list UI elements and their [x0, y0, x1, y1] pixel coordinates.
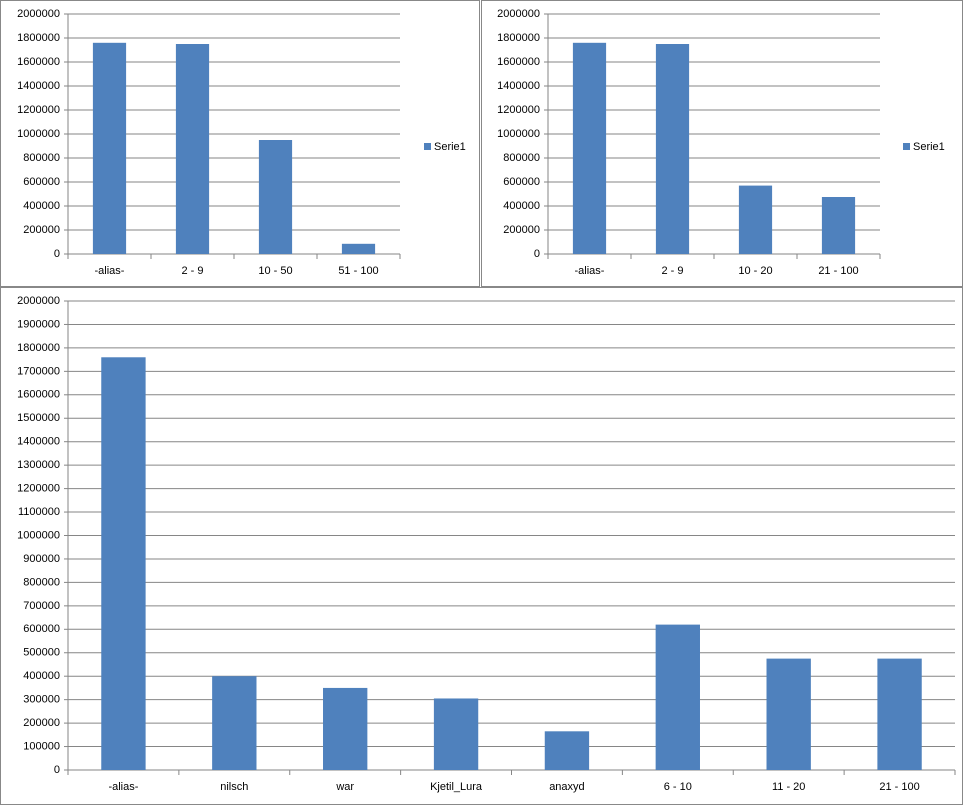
bar [323, 687, 368, 770]
y-tick-label: 1800000 [17, 342, 60, 354]
bar [433, 698, 479, 770]
y-tick-label: 1400000 [497, 80, 540, 92]
x-tick-label: 51 - 100 [338, 265, 378, 277]
x-tick-label: -alias- [575, 265, 605, 277]
legend-label: Serie1 [913, 141, 945, 153]
legend-swatch [424, 143, 431, 150]
y-tick-label: 1900000 [17, 318, 60, 330]
y-tick-label: 2000000 [17, 8, 60, 20]
x-tick-label: 21 - 100 [879, 781, 919, 793]
bar [175, 44, 210, 254]
y-tick-label: 2000000 [497, 8, 540, 20]
y-tick-label: 1600000 [17, 56, 60, 68]
y-tick-label: 0 [54, 764, 60, 776]
y-tick-label: 1200000 [17, 104, 60, 116]
x-tick-label: 2 - 9 [181, 265, 203, 277]
y-tick-label: 500000 [23, 647, 60, 659]
chart-border [0, 0, 480, 287]
bar [258, 140, 293, 254]
y-tick-label: 0 [534, 248, 540, 260]
y-tick-label: 1400000 [17, 80, 60, 92]
x-tick-label: -alias- [95, 265, 125, 277]
y-tick-label: 1700000 [17, 365, 60, 377]
bar [572, 42, 607, 254]
bar [101, 357, 146, 770]
y-tick-label: 1200000 [17, 483, 60, 495]
bar [544, 731, 590, 770]
y-tick-label: 300000 [23, 694, 60, 706]
y-tick-label: 2000000 [17, 295, 60, 307]
chart: 0 200000 400000 600000 800000 1000000 1200000 1… [481, 0, 963, 287]
x-tick-label: 10 - 50 [258, 265, 292, 277]
bar [738, 185, 773, 254]
y-tick-label: 800000 [503, 152, 540, 164]
bar [341, 243, 376, 254]
y-tick-label: 1000000 [17, 529, 60, 541]
y-tick-label: 1000000 [497, 128, 540, 140]
y-tick-label: 800000 [23, 576, 60, 588]
y-tick-label: 600000 [503, 176, 540, 188]
chart: 0 200000 400000 600000 800000 1000000 1200000 1… [0, 0, 480, 287]
bar [821, 197, 856, 254]
y-tick-label: 100000 [23, 740, 60, 752]
bar [766, 658, 811, 770]
y-tick-label: 1100000 [18, 506, 60, 518]
y-tick-label: 400000 [23, 670, 60, 682]
y-tick-label: 400000 [23, 200, 60, 212]
bar [212, 676, 257, 770]
y-tick-label: 1600000 [17, 389, 60, 401]
bar [877, 658, 922, 770]
y-tick-label: 1300000 [17, 459, 60, 471]
chart-border [481, 0, 963, 287]
x-tick-label: 21 - 100 [818, 265, 858, 277]
y-tick-label: 200000 [23, 717, 60, 729]
y-tick-label: 0 [54, 248, 60, 260]
x-tick-label: nilsch [220, 781, 248, 793]
bar [655, 44, 690, 254]
y-tick-label: 1400000 [17, 436, 60, 448]
y-tick-label: 1000000 [17, 128, 60, 140]
legend-label: Serie1 [434, 141, 466, 153]
y-tick-label: 1600000 [497, 56, 540, 68]
chart: 0 100000 200000 300000 400000 500000 600000 700… [0, 287, 963, 805]
y-tick-label: 700000 [23, 600, 60, 612]
y-tick-label: 200000 [503, 224, 540, 236]
x-tick-label: Kjetil_Lura [430, 781, 483, 793]
y-tick-label: 200000 [23, 224, 60, 236]
y-tick-label: 1200000 [497, 104, 540, 116]
y-tick-label: 900000 [23, 553, 60, 565]
y-tick-label: 800000 [23, 152, 60, 164]
x-tick-label: anaxyd [549, 781, 584, 793]
legend-swatch [903, 143, 910, 150]
x-tick-label: 11 - 20 [772, 781, 805, 793]
x-tick-label: -alias- [108, 781, 138, 793]
x-tick-label: 10 - 20 [738, 265, 772, 277]
x-tick-label: 2 - 9 [661, 265, 683, 277]
y-tick-label: 1800000 [17, 32, 60, 44]
y-tick-label: 600000 [23, 176, 60, 188]
x-tick-label: 6 - 10 [664, 781, 692, 793]
bar [92, 42, 127, 254]
y-tick-label: 1500000 [17, 412, 60, 424]
y-tick-label: 400000 [503, 200, 540, 212]
bar [655, 624, 700, 770]
x-tick-label: war [335, 781, 354, 793]
y-tick-label: 1800000 [497, 32, 540, 44]
y-tick-label: 600000 [23, 623, 60, 635]
